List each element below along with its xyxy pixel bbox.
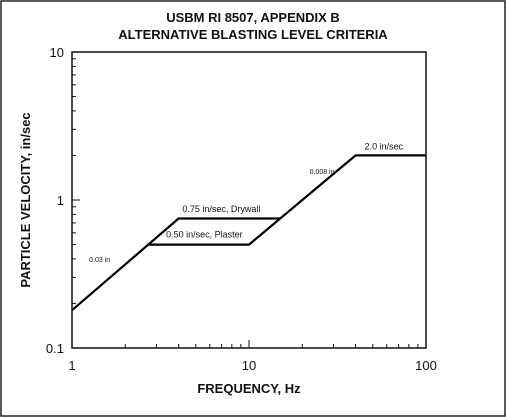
tick-labels: 1 10 100 0.1 1 10	[46, 45, 437, 373]
annotation-label: 0.75 in/sec, Drywall	[182, 204, 260, 214]
annotations: 0.75 in/sec, Drywall 0.50 in/sec, Plaster…	[89, 141, 403, 264]
x-tick-label: 1	[68, 358, 75, 373]
annotation-label: 0.03 in	[89, 257, 110, 264]
y-axis-title: PARTICLE VELOCITY, in/sec	[18, 112, 33, 287]
chart-title: USBM RI 8507, APPENDIX B	[166, 10, 340, 25]
axis-ticks	[71, 58, 419, 349]
annotation-label: 0.50 in/sec, Plaster	[166, 229, 243, 239]
series-lines	[71, 154, 426, 312]
chart-subtitle: ALTERNATIVE BLASTING LEVEL CRITERIA	[118, 27, 388, 42]
series-line-2	[148, 217, 281, 246]
x-tick-label: 100	[415, 358, 437, 373]
annotation-label: 0.008 in	[310, 169, 335, 176]
y-tick-label: 1	[57, 193, 64, 208]
y-tick-label: 10	[50, 45, 64, 60]
annotation-label: 2.0 in/sec	[365, 141, 404, 151]
y-tick-label: 0.1	[46, 341, 64, 356]
x-axis-title: FREQUENCY, Hz	[197, 381, 301, 396]
x-tick-label: 10	[242, 358, 256, 373]
